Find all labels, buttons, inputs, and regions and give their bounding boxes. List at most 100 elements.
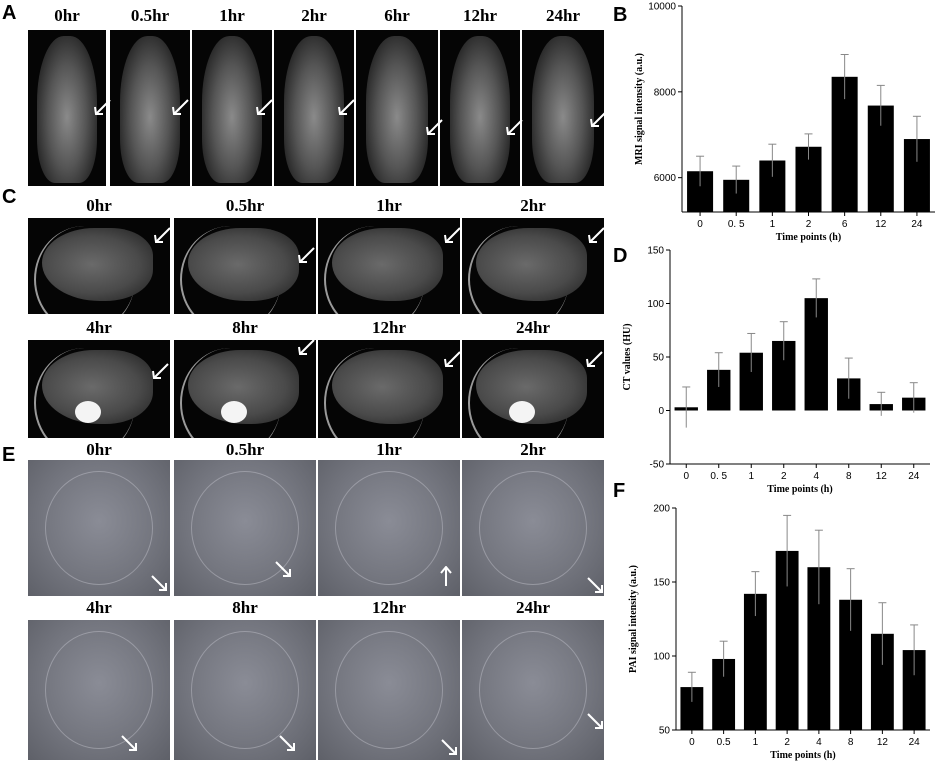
bar <box>804 298 828 411</box>
y-tick-label: 8000 <box>654 87 677 98</box>
mri-time-label: 6hr <box>384 6 410 25</box>
arrow-icon <box>588 227 605 243</box>
y-axis-title: CT values (HU) <box>622 323 633 390</box>
y-axis-title: PAI signal intensity (a.u.) <box>628 565 639 673</box>
pa-time-label: 12hr <box>372 598 406 617</box>
mri-time-label: 12hr <box>463 6 497 25</box>
bar <box>807 567 831 730</box>
ct-image <box>28 218 170 314</box>
x-tick-label: 6 <box>842 219 848 230</box>
ct-time-label: 1hr <box>376 196 402 215</box>
pa-image <box>462 460 604 596</box>
mri-bar-chart: 6000 8000 10000 0 0. 5 1 2 6 12 24 Time points (h)… <box>630 2 935 243</box>
x-tick-label: 1 <box>753 737 759 748</box>
ct-time-label: 4hr <box>86 318 112 337</box>
pa-image <box>174 620 316 760</box>
arrow-icon <box>275 561 291 577</box>
ct-image <box>28 340 170 438</box>
ct-bar-chart: -50 0 50 100 150 0 0. 5 1 2 4 8 12 24 Time points (h)… <box>622 246 935 495</box>
arrow-icon <box>172 99 189 115</box>
pa-image <box>28 620 170 760</box>
ct-time-label: 0hr <box>86 196 112 215</box>
arrow-icon <box>590 111 607 127</box>
ct-time-label: 24hr <box>516 318 550 337</box>
ct-time-label: 8hr <box>232 318 258 337</box>
arrow-icon <box>152 363 169 379</box>
arrow-icon <box>444 227 461 243</box>
mri-time-label: 0.5hr <box>130 6 170 25</box>
arrow-icon <box>94 99 111 115</box>
x-tick-label: 2 <box>784 737 790 748</box>
y-tick-label: 100 <box>647 299 664 310</box>
x-tick-label: 1 <box>748 471 754 482</box>
arrow-icon <box>154 227 171 243</box>
arrow-icon <box>441 739 457 755</box>
x-tick-label: 0.5 <box>717 737 731 748</box>
arrow-icon <box>586 351 603 367</box>
y-tick-label: 100 <box>653 652 670 663</box>
x-tick-label: 8 <box>848 737 854 748</box>
x-tick-label: 2 <box>781 471 787 482</box>
y-axis-title: MRI signal intensity (a.u.) <box>634 53 645 165</box>
arrow-icon <box>338 99 355 115</box>
x-tick-label: 24 <box>911 219 923 230</box>
bar <box>839 599 863 730</box>
pa-time-label: 2hr <box>520 440 546 459</box>
arrow-icon <box>587 713 603 729</box>
pa-image <box>318 460 460 596</box>
mri-time-label: 2hr <box>301 6 327 25</box>
arrow-icon <box>506 119 523 135</box>
bar <box>775 550 799 730</box>
arrow-icon <box>587 577 603 593</box>
pa-image <box>28 460 170 596</box>
y-tick-label: 50 <box>659 726 671 737</box>
mri-image <box>356 30 438 186</box>
mri-time-label: 1hr <box>219 6 245 25</box>
ct-image <box>462 340 604 438</box>
panel-letter-a: A <box>2 2 17 24</box>
y-tick-label: 6000 <box>654 173 677 184</box>
bar <box>680 687 704 730</box>
arrow-icon <box>121 735 137 751</box>
x-tick-label: 12 <box>877 737 889 748</box>
ct-image <box>174 218 316 314</box>
pa-time-label: 24hr <box>516 598 550 617</box>
x-tick-label: 2 <box>806 219 812 230</box>
ct-time-label: 12hr <box>372 318 406 337</box>
ct-time-label: 2hr <box>520 196 546 215</box>
bar <box>739 352 763 411</box>
pa-time-label: 1hr <box>376 440 402 459</box>
x-tick-label: 8 <box>846 471 852 482</box>
pa-time-label: 4hr <box>86 598 112 617</box>
arrow-icon <box>256 99 273 115</box>
mri-time-label: 0hr <box>54 6 80 25</box>
panel-letter-f: F <box>613 480 626 502</box>
panel-letter-d: D <box>613 245 628 267</box>
bar <box>831 76 858 212</box>
y-tick-label: 200 <box>653 504 670 515</box>
ct-image <box>174 340 316 438</box>
bar <box>712 658 736 730</box>
bar <box>772 340 796 411</box>
pa-time-label: 8hr <box>232 598 258 617</box>
pa-image <box>462 620 604 760</box>
x-tick-label: 12 <box>876 471 888 482</box>
pa-time-label: 0.5hr <box>225 440 265 459</box>
arrow-icon <box>444 351 461 367</box>
bar <box>707 369 731 411</box>
arrow-icon <box>440 566 452 586</box>
y-tick-label: 10000 <box>648 2 676 13</box>
arrow-icon <box>151 575 167 591</box>
mri-image <box>522 30 604 186</box>
x-tick-label: 4 <box>813 471 819 482</box>
bar <box>870 633 894 730</box>
pa-image <box>174 460 316 596</box>
ct-image <box>318 218 460 314</box>
mri-image <box>274 30 354 186</box>
mri-image <box>440 30 520 186</box>
x-tick-label: 0 <box>697 219 703 230</box>
bar <box>743 593 767 730</box>
x-axis-title: Time points (h) <box>776 232 841 243</box>
